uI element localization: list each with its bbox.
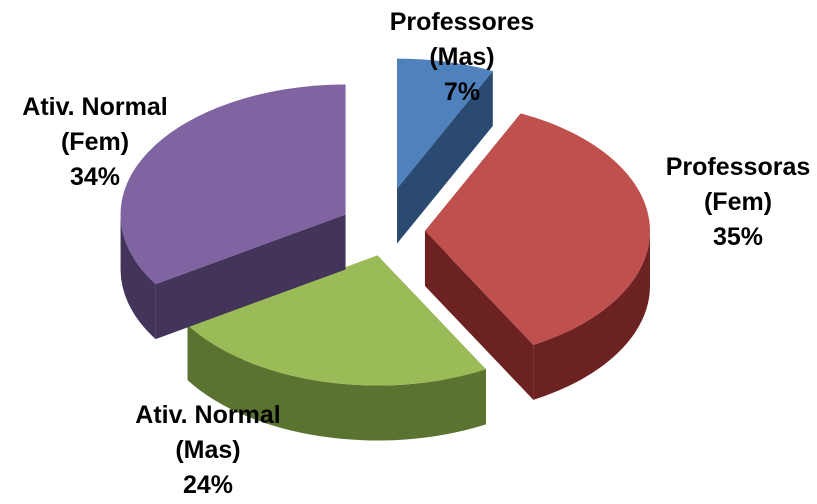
pie-slice-top-ativ-normal-fem bbox=[120, 84, 346, 285]
pie-slices bbox=[120, 58, 650, 441]
pie-label-line: Ativ. Normal bbox=[22, 93, 167, 121]
pie-slice-side-professoras-fem bbox=[533, 230, 650, 400]
pie-slice-side-ativ-normal-mas bbox=[187, 325, 486, 441]
pie-label-line: 35% bbox=[713, 223, 763, 251]
pie-label-line: 34% bbox=[70, 163, 120, 191]
pie-slice-professores-mas bbox=[396, 58, 493, 244]
pie-label-line: (Fem) bbox=[61, 128, 129, 156]
pie-labels: Professores (Mas) 7% Professoras (Fem) 35% Ati… bbox=[22, 8, 810, 499]
pie-slice-side-ativ-normal-fem bbox=[120, 214, 156, 340]
pie-label-line: Ativ. Normal bbox=[135, 401, 280, 429]
pie-label-professoras-fem: Professoras (Fem) 35% bbox=[666, 153, 811, 251]
pie-slice-ativ-normal-mas bbox=[187, 255, 486, 441]
pie-slice-top-professoras-fem bbox=[424, 113, 650, 345]
pie-label-line: (Mas) bbox=[175, 436, 240, 464]
pie-slice-top-professores-mas bbox=[396, 58, 493, 189]
pie-slice-wall-professoras-fem-1 bbox=[424, 230, 534, 400]
pie-label-line: (Mas) bbox=[429, 43, 494, 71]
pie-label-professores-mas: Professores (Mas) 7% bbox=[390, 8, 535, 106]
pie-label-line: Professoras bbox=[666, 153, 811, 181]
pie-slice-professoras-fem bbox=[424, 113, 650, 400]
pie-label-line: 24% bbox=[183, 471, 233, 499]
pie-label-line: Professores bbox=[390, 8, 535, 36]
pie-slice-wall-professores-mas-1 bbox=[396, 70, 493, 244]
pie-label-ativ-normal-fem: Ativ. Normal (Fem) 34% bbox=[22, 93, 167, 191]
pie-label-line: (Fem) bbox=[704, 188, 772, 216]
pie-slice-top-ativ-normal-mas bbox=[187, 255, 486, 386]
pie-label-line: 7% bbox=[444, 78, 480, 106]
pie-slice-wall-ativ-normal-fem-0 bbox=[155, 214, 346, 340]
pie-label-ativ-normal-mas: Ativ. Normal (Mas) 24% bbox=[135, 401, 280, 499]
pie-slice-ativ-normal-fem bbox=[120, 84, 346, 340]
